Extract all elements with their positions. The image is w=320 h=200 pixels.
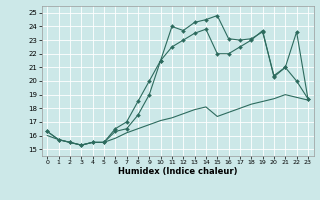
X-axis label: Humidex (Indice chaleur): Humidex (Indice chaleur)	[118, 167, 237, 176]
